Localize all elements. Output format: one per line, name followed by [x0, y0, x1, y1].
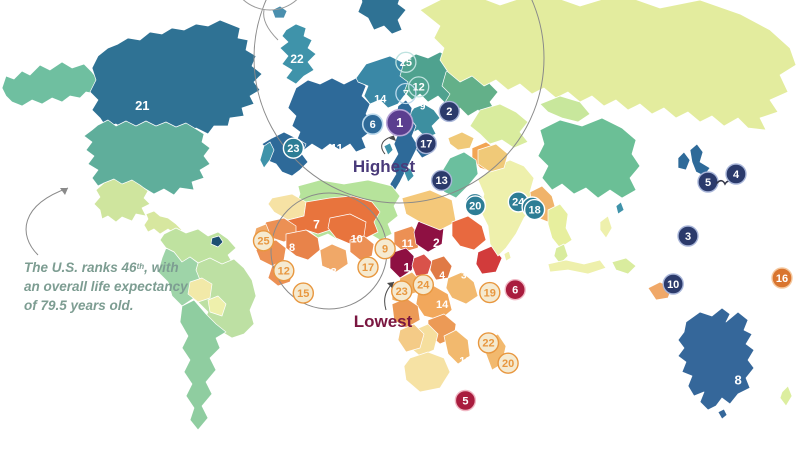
svg-text:13: 13 [435, 175, 447, 187]
svg-text:11: 11 [331, 141, 344, 155]
svg-text:5: 5 [705, 177, 711, 189]
svg-text:21: 21 [135, 98, 149, 113]
svg-text:14: 14 [374, 93, 387, 105]
svg-text:9: 9 [382, 244, 388, 256]
svg-text:Highest: Highest [353, 157, 416, 176]
svg-text:10: 10 [351, 234, 363, 246]
svg-text:14: 14 [436, 299, 449, 311]
svg-text:4: 4 [733, 169, 740, 181]
svg-text:5: 5 [462, 395, 468, 407]
svg-text:21: 21 [465, 310, 477, 322]
svg-text:6: 6 [370, 119, 376, 131]
svg-text:17: 17 [420, 138, 432, 150]
svg-text:24: 24 [417, 280, 430, 292]
svg-text:of 79.5 years old.: of 79.5 years old. [24, 298, 134, 313]
svg-text:12: 12 [413, 82, 425, 94]
svg-text:15: 15 [297, 288, 309, 300]
svg-text:3: 3 [685, 231, 691, 243]
svg-text:6: 6 [512, 285, 518, 297]
svg-text:13: 13 [325, 267, 337, 279]
svg-text:2: 2 [446, 106, 452, 118]
svg-text:3: 3 [461, 271, 467, 282]
svg-text:22: 22 [290, 52, 304, 66]
svg-text:20: 20 [469, 201, 481, 213]
svg-text:23: 23 [287, 143, 299, 155]
svg-text:an overall life expectancy: an overall life expectancy [24, 279, 189, 294]
svg-text:8: 8 [289, 242, 295, 254]
svg-text:9: 9 [420, 101, 426, 112]
svg-text:25: 25 [257, 236, 269, 248]
svg-text:Lowest: Lowest [354, 312, 413, 331]
svg-text:23: 23 [396, 286, 408, 298]
svg-text:The U.S. ranks 46th, with: The U.S. ranks 46th, with [24, 260, 179, 275]
svg-text:16: 16 [776, 273, 788, 285]
svg-text:1: 1 [404, 261, 411, 275]
svg-text:7: 7 [313, 218, 320, 232]
svg-text:18: 18 [459, 356, 471, 368]
svg-text:11: 11 [402, 238, 414, 250]
svg-text:10: 10 [667, 279, 679, 291]
svg-text:4: 4 [439, 271, 445, 282]
svg-text:25: 25 [400, 57, 412, 69]
svg-text:20: 20 [502, 358, 514, 370]
svg-text:1: 1 [396, 115, 403, 130]
svg-text:7: 7 [403, 88, 409, 100]
svg-text:8: 8 [734, 373, 741, 388]
svg-text:19: 19 [484, 287, 496, 299]
svg-text:22: 22 [482, 338, 494, 350]
svg-text:2: 2 [433, 236, 440, 250]
svg-text:17: 17 [362, 262, 374, 274]
svg-text:18: 18 [528, 204, 540, 216]
svg-text:12: 12 [278, 266, 290, 278]
